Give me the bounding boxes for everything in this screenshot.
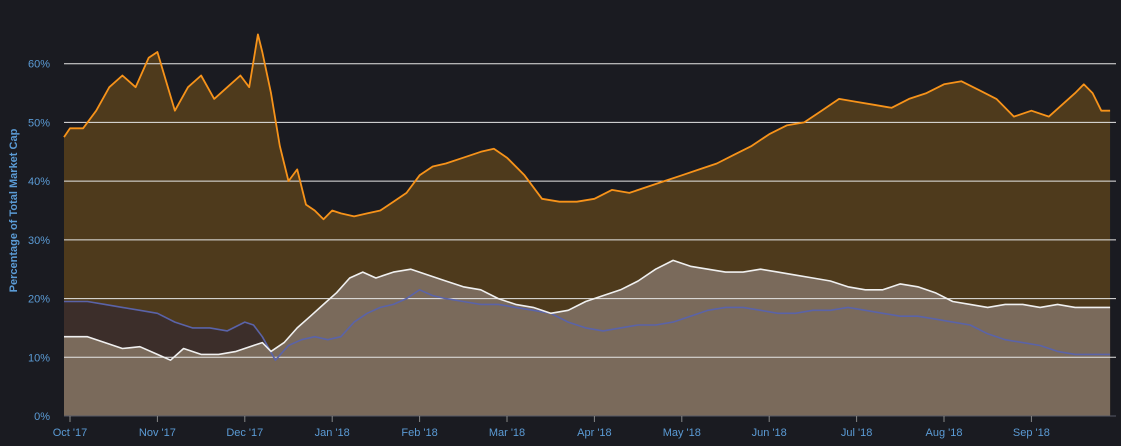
x-tick-label: May '18	[663, 427, 701, 439]
area-fills	[64, 34, 1111, 417]
y-tick-label: 50%	[28, 117, 50, 129]
x-tick-label: Dec '17	[226, 427, 263, 439]
y-tick-label: 30%	[28, 235, 50, 247]
y-tick-label: 10%	[28, 352, 50, 364]
series-1-line	[63, 33, 1111, 221]
y-axis: 0% 10% 20% 30% 40% 50% 60%	[28, 59, 50, 423]
x-tick-label: Apr '18	[577, 427, 612, 439]
x-tick-label: Feb '18	[401, 427, 437, 439]
y-axis-title: Percentage of Total Market Cap	[8, 128, 20, 292]
series-3-line	[64, 289, 1111, 361]
x-axis: Oct '17 Nov '17 Dec '17 Jan '18 Feb '18 Mar '…	[53, 415, 1116, 439]
series-lines	[63, 33, 1111, 361]
x-tick-label: Mar '18	[489, 427, 525, 439]
y-tick-label: 60%	[28, 59, 50, 71]
series-2-area	[64, 260, 1111, 416]
x-tick-label: Oct '17	[53, 427, 88, 439]
gridlines	[64, 63, 1116, 358]
x-tick-label: Jun '18	[752, 427, 787, 439]
x-tick-label: Jul '18	[841, 427, 872, 439]
series-2-line	[64, 259, 1111, 361]
y-tick-label: 40%	[28, 176, 50, 188]
x-tick-label: Sep '18	[1013, 427, 1050, 439]
x-tick-label: Nov '17	[139, 427, 176, 439]
x-tick-label: Jan '18	[315, 427, 350, 439]
y-tick-label: 0%	[34, 411, 50, 423]
x-tick-label: Aug '18	[926, 427, 963, 439]
y-tick-label: 20%	[28, 294, 50, 306]
